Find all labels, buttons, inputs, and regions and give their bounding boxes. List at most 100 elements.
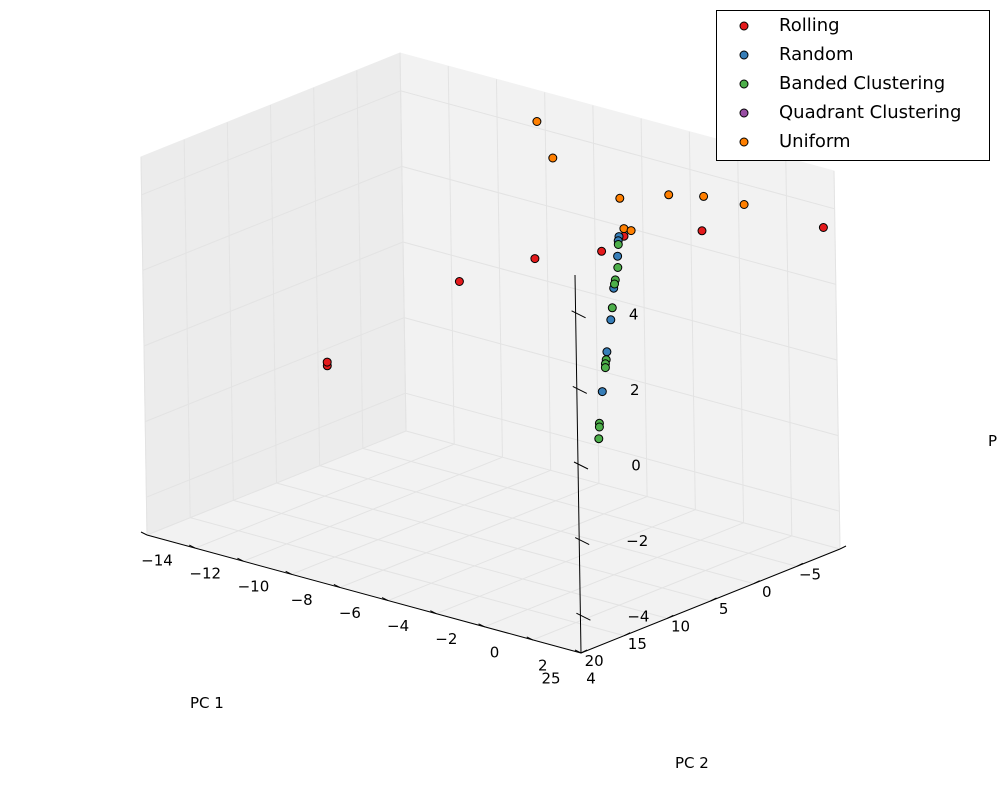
grid-line-z-back xyxy=(402,241,838,361)
grid-line-z-side xyxy=(143,241,404,347)
grid-line-x-floor xyxy=(276,482,711,602)
grid-line-z-side xyxy=(146,392,406,498)
x-tick-label: 5 xyxy=(719,600,729,618)
y-tick-label: 0 xyxy=(490,643,500,661)
legend-label-random: Random xyxy=(779,44,854,65)
x-tick-label: 0 xyxy=(762,583,772,601)
x-tick xyxy=(753,580,760,585)
z-tick xyxy=(576,612,591,621)
z-tick-label: −2 xyxy=(626,532,648,550)
grid-line-y-floor xyxy=(146,430,407,536)
point-rolling xyxy=(697,226,707,236)
y-tick xyxy=(285,570,292,575)
point-rolling xyxy=(454,277,464,286)
y-tick-label: −8 xyxy=(291,591,313,609)
point-rolling xyxy=(818,223,828,232)
point-banded-clustering xyxy=(594,422,604,432)
grid-line-z-back xyxy=(401,165,836,285)
tick-labels: −5 0 5 10 15 20 25 −14 −12 −10 −8 −6 −4 −2 0 2 4 −4 −2 0 2 4 xyxy=(141,305,821,687)
y-tick-label: 2 xyxy=(538,656,548,674)
y-tick xyxy=(478,623,485,628)
point-random xyxy=(606,315,616,325)
y-tick xyxy=(574,649,582,654)
grid-line-y-floor xyxy=(291,469,551,575)
z-tick xyxy=(574,537,590,546)
legend-marker-random xyxy=(739,50,749,60)
y-tick-label: −4 xyxy=(387,617,409,635)
grid-lines xyxy=(140,52,841,654)
z-axis-label: P xyxy=(988,432,997,450)
z-tick xyxy=(572,385,588,394)
y-tick-label: −12 xyxy=(189,565,221,583)
grid-line-y-floor xyxy=(387,496,648,602)
x-tick-label: −5 xyxy=(799,566,821,584)
y-tick-label: −10 xyxy=(238,578,270,596)
y-tick xyxy=(188,544,196,549)
z-tick-label: −4 xyxy=(627,608,649,626)
y-tick xyxy=(526,636,534,641)
legend-marker-banded-clustering xyxy=(739,79,749,89)
y-tick-label: −6 xyxy=(339,604,361,622)
legend-label-uniform: Uniform xyxy=(779,131,851,152)
point-rolling xyxy=(322,357,332,367)
grid-line-z-back xyxy=(405,392,840,512)
x-tick xyxy=(710,597,717,602)
point-uniform xyxy=(664,190,674,200)
x-axis-label: PC 1 xyxy=(190,694,224,712)
z-tick-label: 4 xyxy=(629,305,639,323)
point-random xyxy=(597,387,607,397)
z-tick-label: 2 xyxy=(630,381,640,399)
axes xyxy=(140,274,847,654)
point-rolling xyxy=(530,254,540,264)
y-tick-label: −14 xyxy=(141,552,173,570)
data-points xyxy=(322,117,828,444)
x-tick xyxy=(667,614,674,619)
y-tick-label: −2 xyxy=(435,630,457,648)
grid-line-x-floor xyxy=(362,447,797,567)
grid-line-y-floor xyxy=(436,509,696,615)
grid-line-y-floor xyxy=(339,482,600,588)
point-banded-clustering xyxy=(600,363,610,373)
legend-label-rolling: Rolling xyxy=(779,15,840,36)
y-tick xyxy=(430,610,437,615)
point-uniform xyxy=(699,191,709,201)
grid-line-y-floor xyxy=(532,535,792,641)
y-axis-label: PC 2 xyxy=(675,754,709,772)
y-tick xyxy=(381,597,389,602)
point-uniform xyxy=(739,200,749,209)
point-uniform xyxy=(615,193,625,203)
x-tick xyxy=(580,649,588,654)
point-uniform xyxy=(532,117,542,126)
point-banded-clustering xyxy=(607,303,617,313)
grid-line-z-side xyxy=(142,165,402,271)
x-tick-label: 10 xyxy=(671,618,690,636)
grid-line-x-floor xyxy=(233,499,668,619)
x-tick-label: 15 xyxy=(628,635,647,653)
grid-line-z-back xyxy=(400,90,835,210)
point-random xyxy=(602,347,612,357)
grid-line-x-floor xyxy=(190,517,625,637)
x-tick xyxy=(623,632,631,637)
legend-label-banded-clustering: Banded Clustering xyxy=(779,73,945,94)
z-tick-label: 0 xyxy=(631,457,641,475)
x-tick xyxy=(796,562,804,567)
y-tick-label: 4 xyxy=(586,670,596,688)
point-random xyxy=(613,251,623,261)
x-tick xyxy=(839,545,847,550)
point-banded-clustering xyxy=(613,240,623,249)
grid-line-x-floor xyxy=(405,430,841,550)
point-banded-clustering xyxy=(613,263,623,272)
x-tick-label: 25 xyxy=(541,670,560,688)
z-tick xyxy=(573,461,589,470)
grid-line-x-floor xyxy=(319,465,754,585)
y-tick xyxy=(237,557,244,562)
legend-marker-uniform xyxy=(739,137,749,147)
legend-marker-rolling xyxy=(739,21,749,31)
y-axis-line xyxy=(146,534,582,654)
grid-line-y-floor xyxy=(195,443,455,549)
legend-label-quadrant-clustering: Quadrant Clustering xyxy=(779,102,961,123)
grid-line-z-back xyxy=(404,317,839,437)
point-banded-clustering xyxy=(594,434,604,444)
z-tick xyxy=(571,310,586,319)
